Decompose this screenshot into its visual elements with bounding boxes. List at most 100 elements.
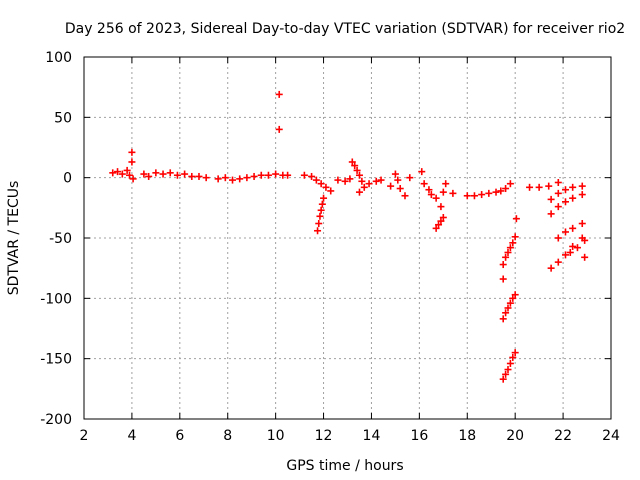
data-point [250, 172, 258, 180]
data-point [554, 234, 562, 242]
data-point [275, 90, 283, 98]
data-point [396, 185, 404, 193]
data-point [320, 194, 328, 202]
data-point [554, 258, 562, 266]
data-point [159, 170, 167, 178]
data-point [561, 198, 569, 206]
data-point [317, 180, 325, 188]
x-tick-label: 20 [506, 428, 524, 444]
data-point [499, 375, 507, 383]
data-point [511, 291, 519, 299]
data-point [502, 370, 510, 378]
data-point [341, 177, 349, 185]
data-point [401, 192, 409, 200]
data-point [569, 183, 577, 191]
data-point [506, 299, 514, 307]
data-point [502, 309, 510, 317]
data-point [284, 171, 292, 179]
data-point [547, 264, 555, 272]
data-point [377, 176, 385, 184]
data-point [437, 203, 445, 211]
data-point [566, 248, 574, 256]
data-point [300, 171, 308, 179]
data-point [109, 169, 117, 177]
x-tick-label: 12 [315, 428, 333, 444]
data-point [569, 224, 577, 232]
data-point [561, 186, 569, 194]
y-tick-label: -150 [40, 352, 72, 368]
data-point [578, 182, 586, 190]
data-point [257, 171, 265, 179]
data-point [314, 227, 322, 235]
data-point [114, 168, 122, 176]
y-tick-label: 100 [45, 50, 72, 66]
data-point [581, 253, 589, 261]
data-point [188, 172, 196, 180]
data-point [499, 261, 507, 269]
data-point [236, 175, 244, 183]
y-tick-label: -200 [40, 412, 72, 428]
data-point [425, 186, 433, 194]
x-tick-label: 4 [127, 428, 136, 444]
data-point [509, 239, 517, 247]
x-tick-label: 14 [363, 428, 381, 444]
data-point [506, 180, 514, 188]
x-tick-label: 8 [223, 428, 232, 444]
data-point [355, 171, 363, 179]
data-point [509, 294, 517, 302]
data-point [463, 192, 471, 200]
data-point [545, 182, 553, 190]
data-point [214, 175, 222, 183]
data-point [485, 189, 493, 197]
plot-frame [83, 56, 612, 420]
data-point [511, 349, 519, 357]
data-point [435, 221, 443, 229]
data-point [554, 189, 562, 197]
y-tick-label: -50 [49, 231, 72, 247]
grid-lines [84, 57, 611, 419]
data-point [526, 183, 534, 191]
y-tick-label: -100 [40, 291, 72, 307]
data-point [449, 189, 457, 197]
data-point [140, 170, 148, 178]
data-point [316, 212, 324, 220]
data-point [418, 168, 426, 176]
data-point [420, 180, 428, 188]
data-point [264, 171, 272, 179]
data-point [439, 213, 447, 221]
data-point [506, 244, 514, 252]
y-axis-label: SDTVAR / TECUs [6, 181, 22, 296]
data-point [322, 183, 330, 191]
data-point [578, 220, 586, 228]
data-points [109, 90, 589, 383]
data-point [145, 172, 153, 180]
data-point [123, 166, 131, 174]
data-point [502, 253, 510, 261]
data-point [128, 148, 136, 156]
data-point [365, 180, 373, 188]
data-point [348, 158, 356, 166]
data-point [181, 170, 189, 178]
data-point [372, 177, 380, 185]
data-point [554, 178, 562, 186]
data-point [573, 244, 581, 252]
data-point [315, 220, 323, 228]
data-point [504, 248, 512, 256]
data-point [569, 194, 577, 202]
data-point [437, 217, 445, 225]
data-point [502, 185, 510, 193]
x-tick-label: 22 [554, 428, 572, 444]
data-point [535, 183, 543, 191]
data-point [578, 191, 586, 199]
data-point [432, 224, 440, 232]
data-point [346, 175, 354, 183]
data-point [195, 172, 203, 180]
data-point [351, 162, 359, 170]
y-tick-label: 0 [63, 171, 72, 187]
data-point [128, 158, 136, 166]
data-point [499, 275, 507, 283]
data-point [317, 206, 325, 214]
x-tick-label: 16 [410, 428, 428, 444]
data-point [442, 180, 450, 188]
data-point [152, 169, 160, 177]
